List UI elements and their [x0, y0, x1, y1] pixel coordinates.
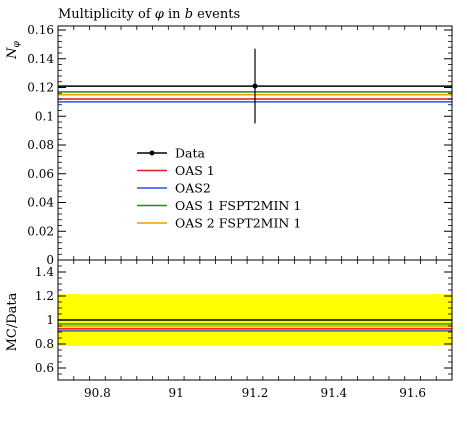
- bottom-y-tick-label: 1: [46, 313, 54, 327]
- ylabel-n: N: [5, 47, 20, 60]
- top-y-tick-label: 0.04: [27, 196, 54, 210]
- top-y-tick-label: 0.02: [27, 224, 54, 238]
- data-point-marker: [252, 83, 258, 89]
- top-y-tick-label: 0.16: [27, 23, 54, 37]
- title-text-1: Multiplicity of: [58, 7, 155, 22]
- bottom-y-tick-label: 0.8: [35, 337, 54, 351]
- legend-label-0: Data: [175, 146, 205, 161]
- legend-label-2: OAS2: [175, 181, 211, 196]
- legend-label-1: OAS 1: [175, 163, 215, 178]
- top-y-tick-label: 0.1: [35, 109, 54, 123]
- legend-label-4: OAS 2 FSPT2MIN 1: [175, 216, 301, 231]
- bottom-y-tick-label: 1.4: [35, 265, 54, 279]
- x-tick-label: 91.2: [242, 386, 269, 400]
- x-tick-label: 90.8: [84, 386, 111, 400]
- bottom-panel-frame: [57, 259, 453, 381]
- title-phi: φ: [155, 7, 165, 22]
- x-tick-label: 91.4: [320, 386, 347, 400]
- top-y-axis-label: Nφ: [5, 40, 22, 59]
- x-tick-label: 91: [169, 386, 184, 400]
- bottom-y-axis-label: MC/Data: [5, 292, 20, 351]
- bottom-y-tick-label: 0.6: [35, 361, 54, 375]
- legend-label-3: OAS 1 FSPT2MIN 1: [175, 198, 301, 213]
- bottom-y-tick-label: 1.2: [35, 289, 54, 303]
- top-y-tick-label: 0.06: [27, 167, 54, 181]
- legend-marker-data: [149, 150, 155, 156]
- top-y-tick-label: 0.12: [27, 81, 54, 95]
- top-y-tick-label: 0: [46, 253, 54, 267]
- ylabel-phi: φ: [12, 40, 22, 47]
- title-text-3: events: [193, 7, 240, 22]
- top-y-tick-label: 0.14: [27, 52, 54, 66]
- chart-title: Multiplicity of φ in b events: [58, 7, 240, 22]
- title-text-2: in: [164, 7, 185, 22]
- top-y-tick-label: 0.08: [27, 138, 54, 152]
- title-b: b: [185, 7, 193, 22]
- x-tick-label: 91.6: [399, 386, 426, 400]
